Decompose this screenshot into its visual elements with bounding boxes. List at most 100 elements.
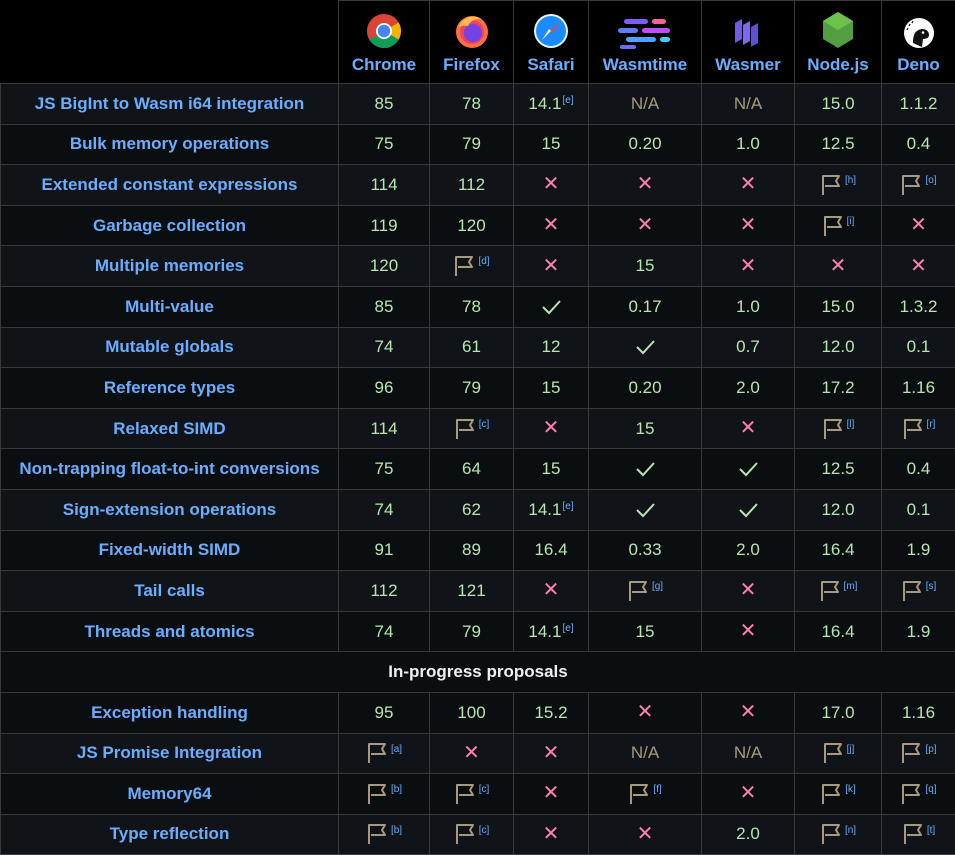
feature-name-link[interactable]: Sign-extension operations xyxy=(63,500,276,519)
version-cell: 17.2 xyxy=(795,368,882,409)
version-value: 91 xyxy=(375,540,394,559)
unsupported-cell: ✕ xyxy=(702,571,795,612)
version-cell: 1.3.2 xyxy=(882,286,955,327)
no-support-icon: ✕ xyxy=(543,782,560,804)
footnote-link[interactable]: [e] xyxy=(562,623,573,634)
footnote-link[interactable]: [t] xyxy=(927,825,935,836)
version-value: 12.0 xyxy=(821,337,854,356)
footnote-link[interactable]: [o] xyxy=(925,175,936,186)
feature-name-link[interactable]: Fixed-width SIMD xyxy=(99,540,241,559)
version-cell: 85 xyxy=(339,286,430,327)
footnote-link[interactable]: [a] xyxy=(391,744,402,755)
footnote-link[interactable]: [q] xyxy=(925,784,936,795)
version-cell: 121 xyxy=(430,571,514,612)
feature-name-link[interactable]: Threads and atomics xyxy=(84,622,254,641)
flag-cell: [p] xyxy=(882,733,955,774)
footnote-link[interactable]: [d] xyxy=(478,256,489,267)
footnote-link[interactable]: [g] xyxy=(652,581,663,592)
version-cell: 15.0 xyxy=(795,84,882,125)
unsupported-cell: ✕ xyxy=(430,733,514,774)
flag-cell: [t] xyxy=(882,814,955,855)
feature-name-link[interactable]: Multiple memories xyxy=(95,256,244,275)
footnote-link[interactable]: [p] xyxy=(925,744,936,755)
footnote-link[interactable]: [s] xyxy=(926,581,937,592)
flag-cell: [c] xyxy=(430,408,514,449)
column-header-label[interactable]: Wasmtime xyxy=(603,55,687,75)
unsupported-cell: ✕ xyxy=(589,165,702,206)
footnote-link[interactable]: [b] xyxy=(391,825,402,836)
feature-name-link[interactable]: Reference types xyxy=(104,378,235,397)
column-header-label[interactable]: Node.js xyxy=(807,55,868,75)
version-value: 16.4 xyxy=(821,622,854,641)
footnote-link[interactable]: [j] xyxy=(847,744,855,755)
footnote-link[interactable]: [m] xyxy=(844,581,858,592)
feature-name-link[interactable]: Relaxed SIMD xyxy=(113,419,225,438)
version-cell: 15 xyxy=(514,124,589,165)
feature-name-link[interactable]: Type reflection xyxy=(110,824,230,843)
footnote-link[interactable]: [r] xyxy=(927,419,936,430)
version-value: 2.0 xyxy=(736,824,760,843)
footnote-link[interactable]: [e] xyxy=(562,95,573,106)
footnote-link[interactable]: [h] xyxy=(845,175,856,186)
feature-name-link[interactable]: Garbage collection xyxy=(93,216,246,235)
not-applicable-cell: N/A xyxy=(702,84,795,125)
column-header-label[interactable]: Chrome xyxy=(352,55,416,75)
version-cell: 15.0 xyxy=(795,286,882,327)
wasmer-logo-icon xyxy=(731,15,765,55)
feature-cell: JS BigInt to Wasm i64 integration xyxy=(1,84,339,125)
footnote-link[interactable]: [c] xyxy=(479,825,490,836)
feature-name-link[interactable]: Bulk memory operations xyxy=(70,134,269,153)
flag-cell: [k] xyxy=(795,774,882,815)
version-cell: 15.2 xyxy=(514,692,589,733)
footnote-link[interactable]: [i] xyxy=(847,216,855,227)
feature-name-link[interactable]: JS BigInt to Wasm i64 integration xyxy=(35,94,305,113)
version-value: 1.0 xyxy=(736,297,760,316)
version-value: 0.17 xyxy=(628,297,661,316)
footnote-link[interactable]: [k] xyxy=(845,784,856,795)
footnote-link[interactable]: [c] xyxy=(479,784,490,795)
feature-name-link[interactable]: Memory64 xyxy=(127,784,211,803)
footnote-link[interactable]: [b] xyxy=(391,784,402,795)
feature-name-link[interactable]: Non-trapping float-to-int conversions xyxy=(19,459,319,478)
footnote-link[interactable]: [f] xyxy=(653,784,661,795)
feature-name-link[interactable]: Mutable globals xyxy=(105,337,233,356)
feature-name-link[interactable]: Extended constant expressions xyxy=(41,175,297,194)
flag-icon xyxy=(822,420,846,437)
feature-name-link[interactable]: Tail calls xyxy=(134,581,205,600)
feature-name-link[interactable]: Exception handling xyxy=(91,703,248,722)
version-cell: 1.16 xyxy=(882,368,955,409)
safari-logo-icon xyxy=(533,13,569,55)
footnote-link[interactable]: [c] xyxy=(479,419,490,430)
column-header-label[interactable]: Firefox xyxy=(443,55,500,75)
column-header-label[interactable]: Deno xyxy=(897,55,940,75)
feature-cell: Bulk memory operations xyxy=(1,124,339,165)
version-value: 15.2 xyxy=(534,703,567,722)
version-cell: 15 xyxy=(589,246,702,287)
flag-cell: [c] xyxy=(430,774,514,815)
column-header-firefox: Firefox xyxy=(430,1,514,84)
version-value: 16.4 xyxy=(534,540,567,559)
feature-name-link[interactable]: JS Promise Integration xyxy=(77,743,262,762)
no-support-icon: ✕ xyxy=(637,214,654,236)
version-value: 14.1 xyxy=(528,94,561,113)
no-support-icon: ✕ xyxy=(637,701,654,723)
version-cell: 12 xyxy=(514,327,589,368)
not-applicable-cell: N/A xyxy=(702,733,795,774)
footnote-link[interactable]: [n] xyxy=(845,825,856,836)
not-applicable-cell: N/A xyxy=(589,84,702,125)
unsupported-cell: ✕ xyxy=(702,205,795,246)
na-value: N/A xyxy=(631,94,659,113)
feature-name-link[interactable]: Multi-value xyxy=(125,297,214,316)
no-support-icon: ✕ xyxy=(740,214,757,236)
column-header-label[interactable]: Wasmer xyxy=(715,55,781,75)
firefox-logo-icon xyxy=(454,13,490,55)
footnote-link[interactable]: [l] xyxy=(847,419,855,430)
column-header-label[interactable]: Safari xyxy=(527,55,574,75)
footnote-link[interactable]: [e] xyxy=(562,501,573,512)
